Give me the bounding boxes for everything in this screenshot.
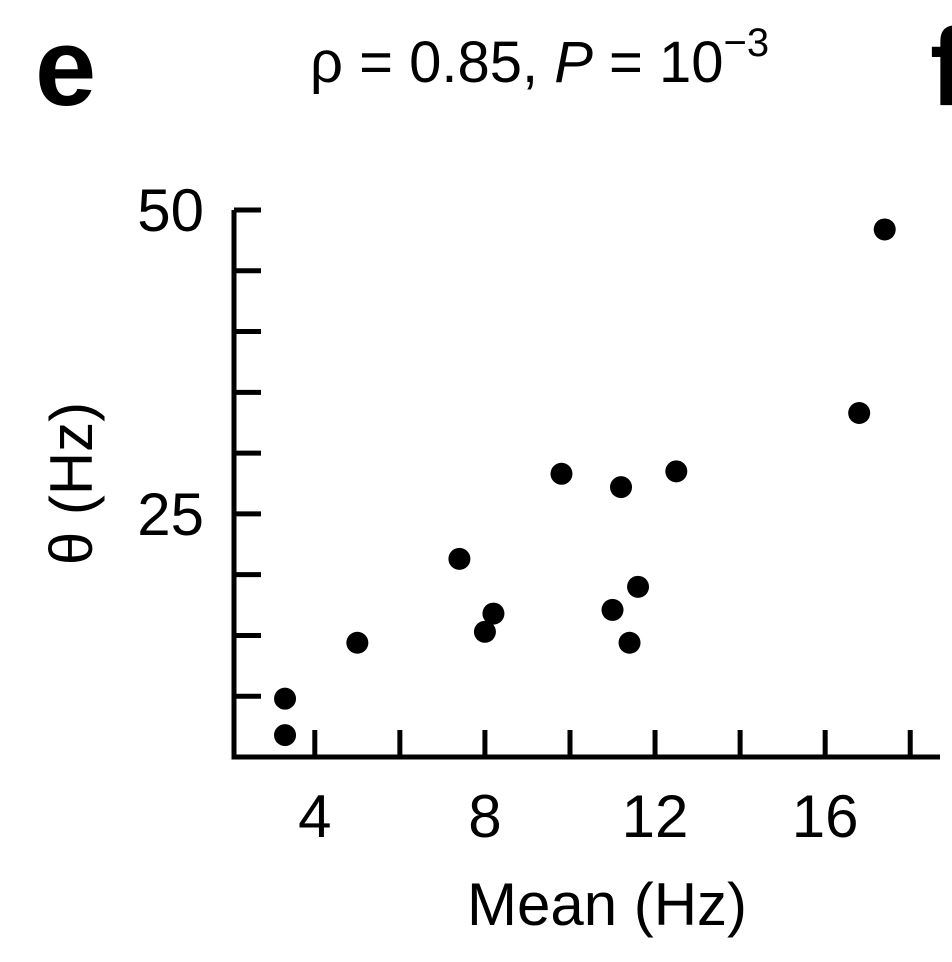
data-points <box>274 218 896 747</box>
data-point <box>482 602 505 625</box>
y-tick-label: 25 <box>137 481 204 548</box>
p-exponent: −3 <box>724 21 770 65</box>
data-point <box>473 620 496 643</box>
data-point <box>665 460 688 483</box>
p-equals: = 10 <box>593 30 724 95</box>
rho-label: ρ = 0.85, <box>310 30 554 95</box>
panel-label-e: e <box>35 6 96 129</box>
chart-title: ρ = 0.85, P = 10−3 <box>310 21 769 95</box>
data-point <box>448 547 471 570</box>
panel-label-f: f <box>930 6 952 129</box>
p-label: P <box>554 30 593 95</box>
y-tick-label: 50 <box>137 177 204 244</box>
x-axis-title: Mean (Hz) <box>467 871 747 938</box>
data-point <box>274 724 297 747</box>
data-point <box>274 687 297 710</box>
data-point <box>627 575 650 598</box>
x-tick-label: 4 <box>298 783 331 850</box>
data-point <box>601 598 624 621</box>
data-point <box>873 218 896 241</box>
data-point <box>848 401 871 424</box>
x-tick-label: 16 <box>792 783 859 850</box>
y-axis-title: θ (Hz) <box>38 402 105 565</box>
x-tick-label: 12 <box>622 783 689 850</box>
data-point <box>550 462 573 485</box>
data-point <box>346 631 369 654</box>
x-tick-label: 8 <box>468 783 501 850</box>
data-point <box>618 631 641 654</box>
data-point <box>610 476 633 499</box>
axes: 25 50 4 8 12 16 <box>137 177 940 850</box>
